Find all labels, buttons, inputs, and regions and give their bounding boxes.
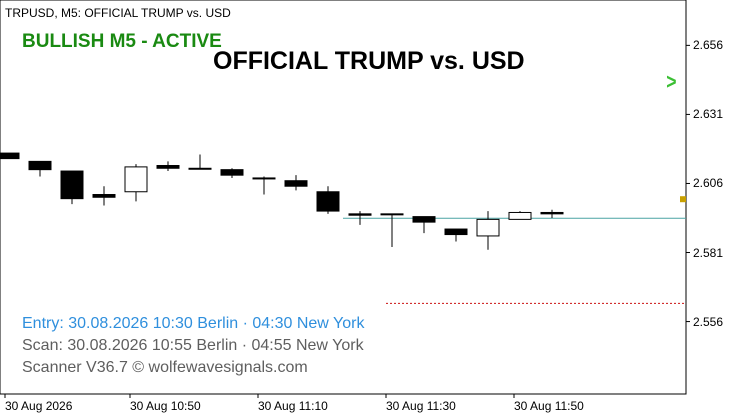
candle-body: [508, 211, 532, 220]
time-tick-label: 30 Aug 11:30: [386, 399, 456, 413]
candle-body: [60, 170, 84, 200]
scanner-version: Scanner V36.7 © wolfewavesignals.com: [22, 359, 308, 376]
candles-group: [0, 152, 564, 250]
candle-body: [316, 191, 340, 212]
entry-info: Entry: 30.08.2026 10:30 Berlin · 04:30 N…: [22, 315, 365, 332]
candle-body: [28, 160, 52, 171]
price-tick-label: 2.631: [693, 107, 724, 122]
candle: [0, 152, 20, 160]
current-price-marker: [680, 196, 686, 203]
time-tick-label: 30 Aug 2026: [5, 399, 73, 413]
candle: [380, 213, 404, 247]
candle-body: [284, 180, 308, 187]
price-axis-ticks: [686, 44, 690, 323]
candle-body: [92, 194, 116, 198]
candle: [156, 161, 180, 172]
candle: [348, 211, 372, 225]
price-tick-label: 2.656: [693, 38, 724, 53]
candle: [124, 164, 148, 202]
candle-body: [444, 228, 468, 236]
scan-info: Scan: 30.08.2026 10:55 Berlin · 04:55 Ne…: [22, 337, 364, 354]
time-axis-ticks: [4, 394, 515, 398]
candle: [476, 211, 500, 250]
candle-body: [124, 166, 148, 193]
candle-body: [220, 169, 244, 176]
candle: [188, 154, 212, 170]
candle-body: [412, 216, 436, 223]
instrument-title: OFFICIAL TRUMP vs. USD: [213, 47, 525, 75]
price-tick-label: 2.556: [693, 314, 724, 329]
candle: [28, 160, 52, 177]
candle: [284, 175, 308, 191]
candle-body: [188, 167, 212, 170]
chevron-right-icon: >: [666, 69, 677, 94]
price-tick-label: 2.581: [693, 245, 724, 260]
candle: [92, 186, 116, 206]
candle: [316, 186, 340, 214]
candle-body: [348, 213, 372, 216]
candle: [444, 228, 468, 242]
candle: [220, 168, 244, 178]
candle: [252, 176, 276, 195]
price-tick-label: 2.606: [693, 176, 724, 191]
candle-body: [156, 165, 180, 169]
candle: [508, 211, 532, 220]
candle-body: [252, 177, 276, 180]
candle-body: [540, 211, 564, 215]
time-tick-label: 30 Aug 11:50: [514, 399, 584, 413]
candle: [540, 209, 564, 218]
time-tick-label: 30 Aug 11:10: [258, 399, 328, 413]
time-tick-label: 30 Aug 10:50: [130, 399, 201, 413]
candle: [60, 170, 84, 205]
signal-status-label: BULLISH M5 - ACTIVE: [22, 31, 222, 52]
candle-body: [476, 218, 500, 237]
candle-body: [0, 152, 20, 160]
chart-symbol-label: TRPUSD, M5: OFFICIAL TRUMP vs. USD: [5, 6, 231, 20]
candle: [412, 216, 436, 234]
candle-body: [380, 213, 404, 216]
